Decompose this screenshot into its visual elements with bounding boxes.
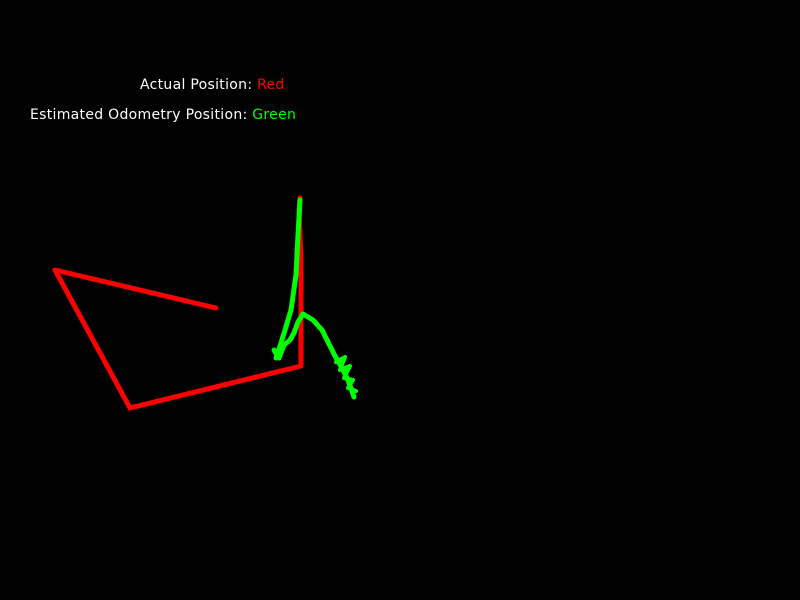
actual-position-path bbox=[52, 195, 304, 411]
estimated-odometry-path-noise bbox=[334, 355, 358, 393]
legend-actual-label: Actual Position: bbox=[140, 77, 258, 93]
estimated-odometry-path-branch-left bbox=[271, 311, 306, 361]
estimated-odometry-path bbox=[273, 197, 303, 361]
legend-actual-color-name: Red bbox=[257, 77, 285, 93]
legend-actual-position: Actual Position: Red bbox=[140, 77, 285, 93]
legend-estimated-color-name: Green bbox=[252, 107, 297, 123]
estimated-odometry-path-branch-right bbox=[300, 311, 357, 400]
legend-estimated-position: Estimated Odometry Position: Green bbox=[30, 107, 296, 123]
legend-estimated-label: Estimated Odometry Position: bbox=[30, 107, 253, 123]
